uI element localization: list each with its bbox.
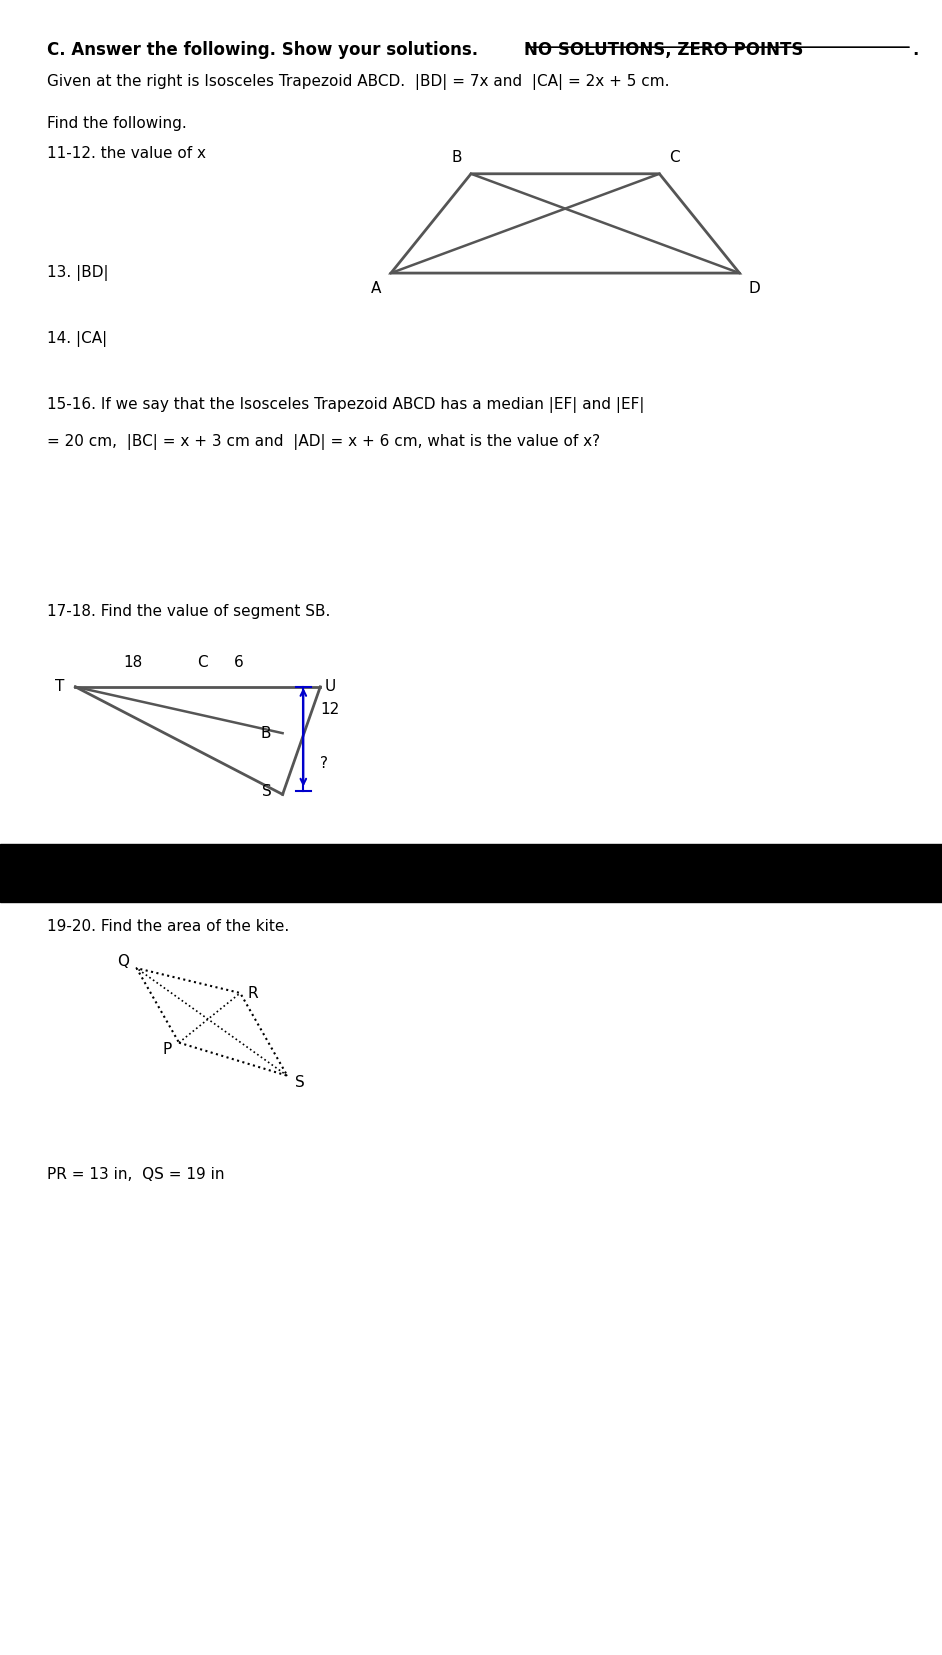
Text: S: S (295, 1074, 304, 1091)
Text: ?: ? (320, 756, 328, 771)
Text: C: C (198, 655, 208, 670)
Text: S: S (262, 784, 271, 799)
Text: 12: 12 (320, 702, 339, 718)
Text: Find the following.: Find the following. (47, 116, 187, 131)
Text: U: U (325, 679, 336, 695)
Text: B: B (451, 151, 462, 166)
Text: C. Answer the following. Show your solutions.: C. Answer the following. Show your solut… (47, 41, 484, 60)
Text: 19-20. Find the area of the kite.: 19-20. Find the area of the kite. (47, 919, 289, 933)
Text: NO SOLUTIONS, ZERO POINTS: NO SOLUTIONS, ZERO POINTS (524, 41, 804, 60)
Text: B: B (261, 725, 271, 741)
Text: T: T (55, 679, 64, 695)
Text: 6: 6 (234, 655, 243, 670)
Text: 11-12. the value of x: 11-12. the value of x (47, 146, 206, 161)
Text: D: D (749, 281, 760, 296)
Text: Q: Q (117, 953, 129, 970)
Text: PR = 13 in,  QS = 19 in: PR = 13 in, QS = 19 in (47, 1167, 224, 1182)
Bar (0, 844, 942, 902)
Text: Given at the right is Isosceles Trapezoid ABCD.  |BD| = 7x and  |CA| = 2x + 5 cm: Given at the right is Isosceles Trapezoi… (47, 74, 670, 91)
Text: 15-16. If we say that the Isosceles Trapezoid ABCD has a median |EF| and |EF|: 15-16. If we say that the Isosceles Trap… (47, 397, 644, 414)
Text: 13. |BD|: 13. |BD| (47, 265, 108, 281)
Text: 17-18. Find the value of segment SB.: 17-18. Find the value of segment SB. (47, 604, 331, 619)
Text: 14. |CA|: 14. |CA| (47, 331, 107, 348)
Text: = 20 cm,  |BC| = x + 3 cm and  |AD| = x + 6 cm, what is the value of x?: = 20 cm, |BC| = x + 3 cm and |AD| = x + … (47, 434, 600, 450)
Text: C: C (669, 151, 679, 166)
Text: R: R (248, 985, 258, 1001)
Text: .: . (912, 41, 918, 60)
Text: A: A (371, 281, 382, 296)
Text: P: P (162, 1041, 171, 1058)
Text: 18: 18 (123, 655, 142, 670)
